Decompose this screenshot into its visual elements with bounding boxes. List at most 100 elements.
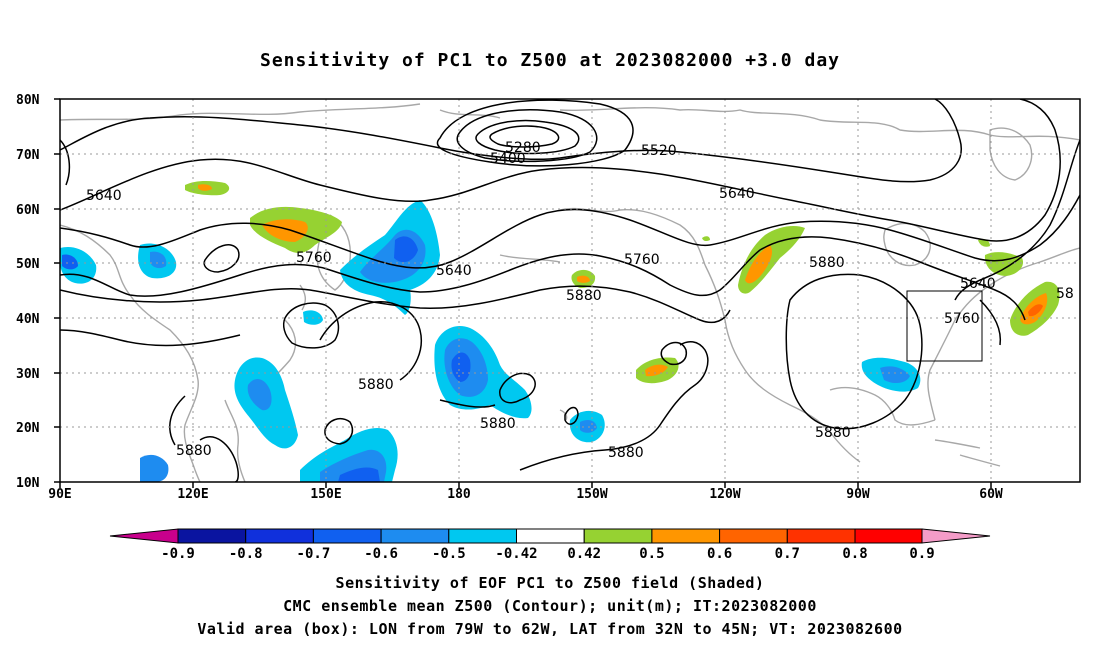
contour-5880-box-east [979,299,1002,346]
contour-label-5880-gulf-alaska: 5880 [566,288,602,304]
contour-label-5760-box: 5760 [944,311,980,327]
neg-area-subtropical-west-core [247,378,272,411]
contour-label-5880-high: 5880 [809,255,845,271]
lon-label: 90W [846,487,870,502]
contour-label-5760-west: 5760 [296,250,332,266]
colorbar-label: -0.5 [432,546,466,562]
contour-label-5880-a: 5880 [358,377,394,393]
pos-area-british-columbia [738,226,805,294]
colorbar-label: -0.42 [495,546,537,562]
neg-area-bering-core [394,236,418,263]
lat-label: 80N [16,93,40,108]
pos-area-east-pacific-core [645,364,668,377]
coastline-greenland [989,127,1033,181]
colorbar-bin [854,528,923,544]
contour-5640-west [60,99,1061,242]
contour-5400 [436,99,634,167]
lon-label: 60W [979,487,1003,502]
lat-label: 20N [16,421,40,436]
neg-area-dateline-south-core [338,467,380,482]
coastline-gulf [829,386,936,426]
contour-ring-1 [489,125,560,148]
contour-label-5520: 5520 [641,143,677,159]
contour-5880-a [319,301,422,381]
lon-label: 150E [310,487,341,502]
contour-5880-e [324,418,354,445]
pos-area-gulf-of-alaska-core [577,275,590,283]
coastline-caribbean [934,439,1001,467]
axis-ticks [54,98,992,488]
pos-area-british-columbia-core [745,245,773,284]
contour-5880-f [199,436,239,482]
lat-label: 30N [16,367,40,382]
colorbar-bin [719,528,788,544]
coastline-philippines [224,399,246,482]
colorbar-bin [448,528,517,544]
contour-label-5880-e: 5880 [815,425,851,441]
contour-label-5640-bering: 5640 [436,263,472,279]
contour-asia-west-edge [60,139,71,186]
contour-label-5880-b: 5880 [480,416,516,432]
colorbar-bin [312,528,382,544]
lon-label: 90E [48,487,71,502]
contour-5880-g [519,340,709,471]
contour-5880-jp [282,302,340,349]
contour-label-5880-d: 5880 [608,445,644,461]
colorbar-label: -0.6 [364,546,398,562]
contour-label-5880-c: 5880 [176,443,212,459]
coastline-north-america-west [704,264,861,463]
pos-area-canada-east-small [702,236,710,242]
colorbar-bin [380,528,450,544]
plot-frame [59,98,1081,483]
coastline-asia-east [60,224,201,482]
contour-5280 [475,119,580,155]
colorbar-low-arrow [109,528,179,544]
colorbar-high-arrow [921,528,991,544]
colorbar-labels: -0.9 -0.8 -0.7 -0.6 -0.5 -0.42 0.42 0.5 … [161,546,935,562]
lat-label: 50N [16,257,40,272]
map-title: Sensitivity of PC1 to Z500 at 2023082000… [259,50,840,71]
longitude-labels: 90E 120E 150E 180 150W 120W 90W 60W [48,487,1003,502]
colorbar-label: 0.9 [909,546,934,562]
colorbar-label: 0.8 [842,546,867,562]
colorbar-label: 0.5 [639,546,664,562]
caption-shaded-description: Sensitivity of EOF PC1 to Z500 field (Sh… [335,574,765,592]
lat-label: 60N [16,203,40,218]
pos-area-north-atlantic-inner [1028,304,1043,317]
contour-5700-a [60,194,1080,269]
contour-5880-high [785,273,923,430]
pos-area-okhotsk-core [198,184,212,191]
colorbar-bin [583,528,653,544]
negative-sensitivity-areas [60,200,921,482]
contour-label-5640-east: 5640 [960,276,996,292]
colorbar-label: -0.7 [297,546,331,562]
coastlines [60,103,1080,482]
contour-5880-c [439,399,496,408]
neg-area-west-pacific-core [62,254,78,270]
pos-area-kamchatka-north-core [262,219,308,242]
colorbar-bin [245,528,314,544]
contour-5880-west-loop [203,244,240,273]
colorbar-bin [516,528,585,544]
colorbar-bin [177,528,247,544]
lat-label: 70N [16,148,40,163]
contour-label-5640-mid: 5640 [719,186,755,202]
colorbar-label: -0.9 [161,546,195,562]
coastline-north-america-east [927,247,1080,421]
contour-label-58-clipped: 58 [1056,286,1074,302]
contour-5880-south [60,329,241,347]
contour-5880-h [660,341,688,366]
positive-sensitivity-areas [185,180,1060,384]
contour-label-5400: 5400 [490,151,526,167]
valid-area-box [906,290,983,362]
contour-ring-2 [456,109,598,163]
lat-label: 10N [16,476,40,491]
colorbar-label: -0.8 [229,546,263,562]
coastline-arctic [60,103,1080,141]
colorbar-label: 0.7 [775,546,800,562]
neg-area-south-china-sea [140,454,169,482]
colorbar-bin [651,528,721,544]
contour-label-5760-mid: 5760 [624,252,660,268]
lon-label: 120E [177,487,208,502]
